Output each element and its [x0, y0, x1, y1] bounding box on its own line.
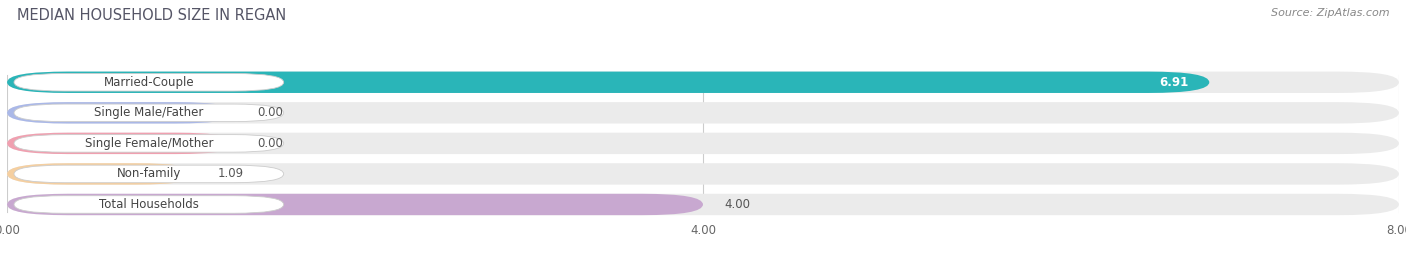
Text: Single Female/Mother: Single Female/Mother	[84, 137, 214, 150]
Text: Non-family: Non-family	[117, 168, 181, 180]
FancyBboxPatch shape	[7, 163, 1399, 185]
Text: MEDIAN HOUSEHOLD SIZE IN REGAN: MEDIAN HOUSEHOLD SIZE IN REGAN	[17, 8, 287, 23]
FancyBboxPatch shape	[7, 133, 1399, 154]
Text: 6.91: 6.91	[1159, 76, 1188, 89]
FancyBboxPatch shape	[7, 194, 703, 215]
FancyBboxPatch shape	[14, 165, 284, 183]
Text: 4.00: 4.00	[724, 198, 749, 211]
FancyBboxPatch shape	[7, 72, 1209, 93]
FancyBboxPatch shape	[14, 196, 284, 213]
FancyBboxPatch shape	[7, 163, 197, 185]
FancyBboxPatch shape	[7, 102, 236, 124]
Text: 0.00: 0.00	[257, 106, 283, 119]
FancyBboxPatch shape	[7, 102, 1399, 124]
FancyBboxPatch shape	[7, 72, 1399, 93]
FancyBboxPatch shape	[7, 194, 1399, 215]
Text: Single Male/Father: Single Male/Father	[94, 106, 204, 119]
FancyBboxPatch shape	[14, 104, 284, 122]
Text: 1.09: 1.09	[218, 168, 243, 180]
Text: Total Households: Total Households	[98, 198, 198, 211]
Text: 0.00: 0.00	[257, 137, 283, 150]
Text: Source: ZipAtlas.com: Source: ZipAtlas.com	[1271, 8, 1389, 18]
FancyBboxPatch shape	[7, 133, 236, 154]
FancyBboxPatch shape	[14, 73, 284, 91]
Text: Married-Couple: Married-Couple	[104, 76, 194, 89]
FancyBboxPatch shape	[14, 135, 284, 152]
